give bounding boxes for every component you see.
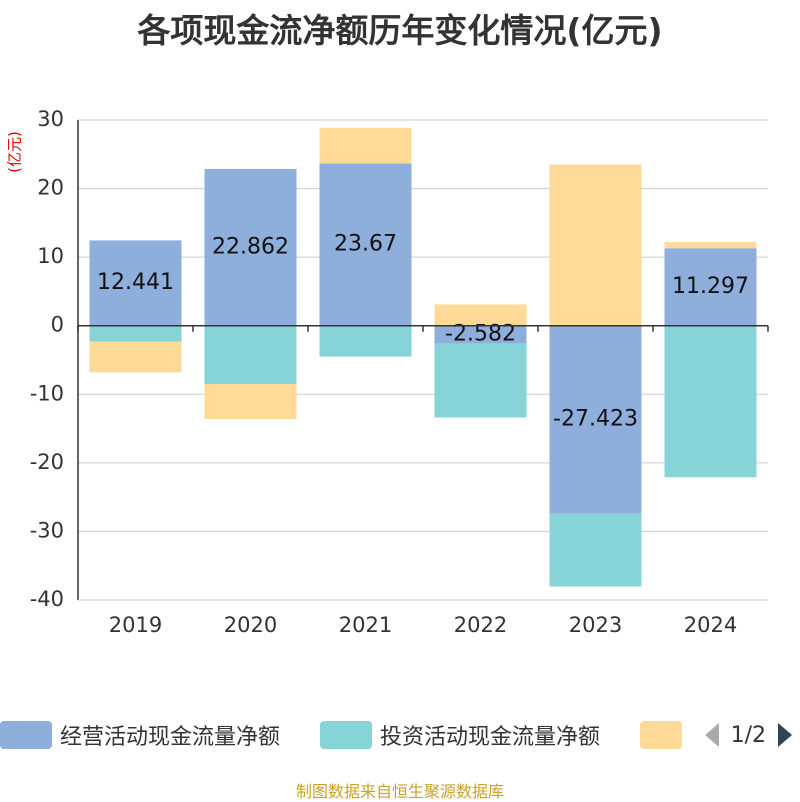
y-axis-unit-label: (亿元) [6, 131, 24, 173]
legend-item-operating[interactable]: 经营活动现金流量净额 [0, 715, 280, 755]
data-label-2019: 12.441 [97, 270, 174, 295]
legend-swatch-financing [640, 721, 682, 749]
x-tick-label: 2019 [109, 613, 162, 637]
pager-next-icon[interactable] [776, 722, 794, 748]
data-label-2020: 22.862 [212, 234, 289, 259]
y-tick-label: 20 [37, 176, 64, 200]
y-tick-label: 10 [37, 244, 64, 268]
bar-2020-series-2[interactable] [204, 384, 297, 419]
x-tick-label: 2021 [339, 613, 392, 637]
y-tick-label: 0 [51, 313, 64, 337]
y-axis-unit: (亿元) [6, 131, 24, 173]
bar-2021-series-0[interactable] [319, 163, 412, 326]
legend-label-investing: 投资活动现金流量净额 [380, 725, 601, 750]
pager-prev-icon[interactable] [703, 722, 721, 748]
bar-2022-series-2[interactable] [434, 304, 527, 326]
data-label-2024: 11.297 [672, 274, 749, 299]
legend-pager: 1/2 [703, 715, 794, 755]
legend: 经营活动现金流量净额 投资活动现金流量净额 [0, 715, 800, 755]
legend-item-investing[interactable]: 投资活动现金流量净额 [320, 715, 600, 755]
legend-swatch-investing [320, 721, 372, 749]
bar-2021-series-1[interactable] [319, 325, 412, 357]
bar-2019-series-1[interactable] [89, 325, 182, 342]
bar-2024-series-2[interactable] [664, 242, 757, 249]
y-tick-label: -30 [30, 518, 64, 542]
bar-2024-series-0[interactable] [664, 248, 757, 326]
y-tick-label: -20 [30, 450, 64, 474]
bar-2024-series-1[interactable] [664, 325, 757, 478]
bar-2022-series-0[interactable] [434, 325, 527, 344]
bar-2023-series-2[interactable] [549, 164, 642, 326]
bar-2019-series-0[interactable] [89, 240, 182, 326]
bar-2021-series-2[interactable] [319, 127, 412, 164]
x-tick-label: 2022 [454, 613, 507, 637]
legend-swatch-operating [0, 721, 52, 749]
x-tick-label: 2023 [569, 613, 622, 637]
data-label-2023: -27.423 [553, 407, 638, 432]
bar-2022-series-1[interactable] [434, 343, 527, 418]
source-footer: 制图数据来自恒生聚源数据库 [295, 782, 504, 801]
bar-2019-series-2[interactable] [89, 341, 182, 373]
y-tick-label: -10 [30, 381, 64, 405]
legend-item-financing[interactable] [640, 715, 690, 755]
x-tick-label: 2020 [224, 613, 277, 637]
y-tick-label: 30 [37, 107, 64, 131]
bar-2020-series-1[interactable] [204, 325, 297, 384]
chart-title: 各项现金流净额历年变化情况(亿元) [137, 11, 663, 50]
bar-2020-series-0[interactable] [204, 168, 297, 326]
data-label-2021: 23.67 [334, 232, 397, 257]
legend-label-operating: 经营活动现金流量净额 [60, 725, 281, 750]
x-tick-label: 2024 [684, 613, 737, 637]
y-tick-label: -40 [30, 587, 64, 611]
bar-2023-series-1[interactable] [549, 513, 642, 587]
bar-2023-series-0[interactable] [549, 325, 642, 514]
pager-page-indicator: 1/2 [730, 722, 766, 748]
